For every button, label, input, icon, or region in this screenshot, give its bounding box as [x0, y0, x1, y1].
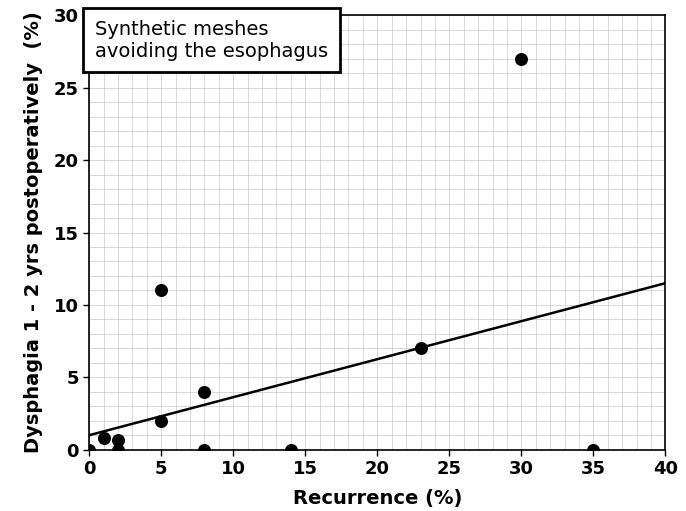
Point [199, 388, 210, 396]
Point [516, 55, 527, 63]
X-axis label: Recurrence (%): Recurrence (%) [293, 489, 462, 508]
Point [415, 344, 426, 353]
Point [84, 446, 95, 454]
Point [285, 446, 296, 454]
Point [98, 434, 109, 442]
Y-axis label: Dysphagia 1 - 2 yrs postoperatively  (%): Dysphagia 1 - 2 yrs postoperatively (%) [23, 12, 43, 453]
Point [588, 446, 599, 454]
Point [113, 446, 123, 454]
Point [156, 286, 167, 294]
Point [199, 446, 210, 454]
Point [113, 435, 123, 444]
Text: Synthetic meshes
avoiding the esophagus: Synthetic meshes avoiding the esophagus [95, 19, 328, 61]
Point [156, 416, 167, 425]
